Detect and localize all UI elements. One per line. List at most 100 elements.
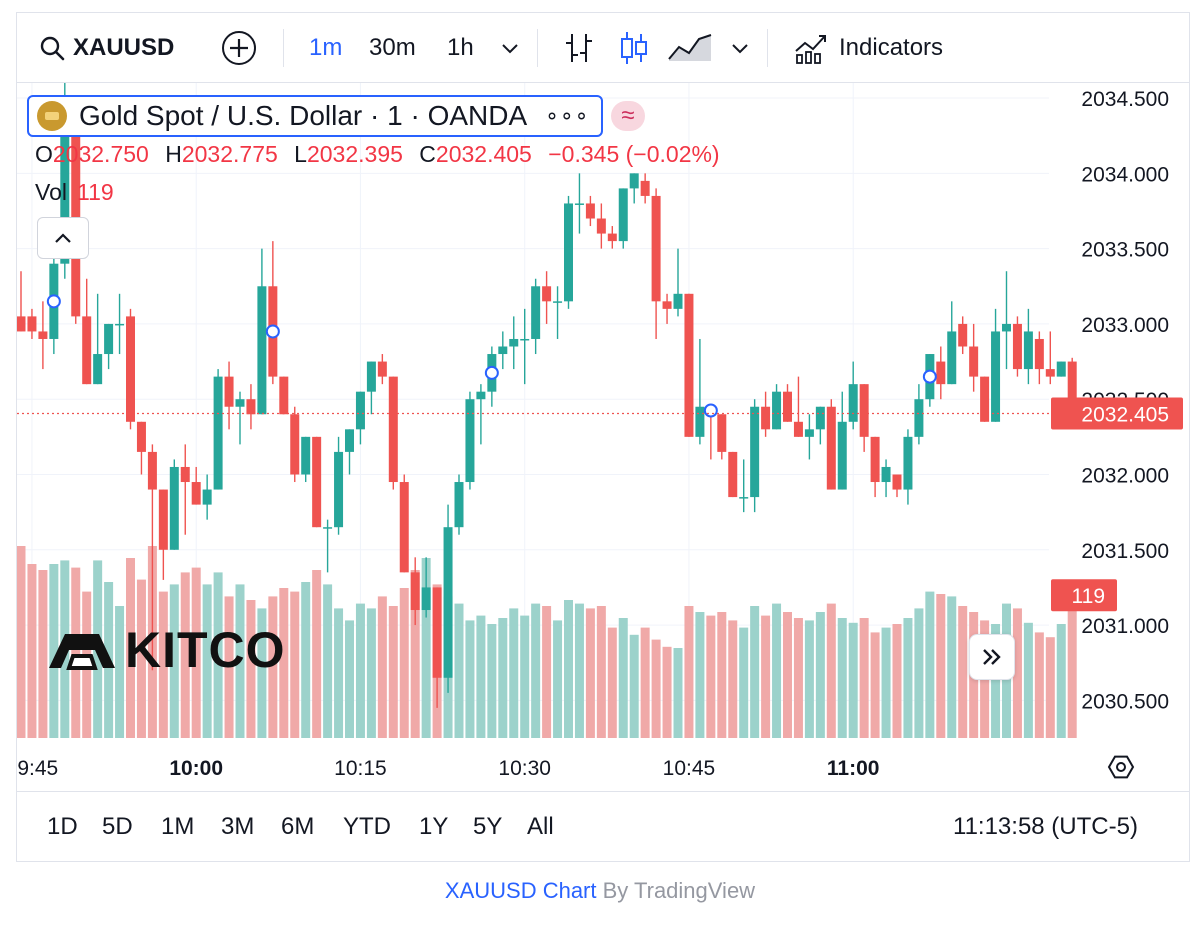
- volume-bar: [224, 596, 234, 738]
- close-value: 2032.405: [435, 141, 532, 167]
- x-tick-label: 11:00: [827, 757, 880, 780]
- event-marker: [46, 294, 61, 309]
- candle-body: [465, 399, 475, 483]
- interval-1m[interactable]: 1m: [309, 34, 343, 61]
- candle-body: [783, 391, 792, 422]
- candle-body: [717, 414, 727, 452]
- candle-body: [574, 203, 584, 205]
- approx-icon[interactable]: ≈: [611, 101, 645, 131]
- clock[interactable]: 11:13:58 (UTC-5): [953, 813, 1138, 840]
- candle-body: [1067, 361, 1077, 414]
- interval-1h[interactable]: 1h: [447, 34, 474, 61]
- volume-bar: [750, 606, 760, 738]
- volume-bar: [607, 627, 617, 738]
- range-6m[interactable]: 6M: [281, 813, 315, 840]
- compare-button[interactable]: [221, 13, 257, 83]
- volume-bar: [27, 564, 37, 738]
- volume-bar: [454, 603, 464, 738]
- volume-bar: [596, 606, 606, 738]
- bar-style-button[interactable]: [563, 13, 595, 83]
- settings-icon[interactable]: [1107, 755, 1135, 779]
- ohlc-bars-icon: [566, 34, 592, 62]
- last-volume-label: 119: [1072, 585, 1105, 608]
- volume-bar: [947, 596, 957, 738]
- last-volume-badge: [1051, 579, 1117, 612]
- volume-bar: [509, 608, 519, 738]
- candle-body: [1045, 369, 1055, 377]
- candle-body: [980, 376, 990, 422]
- candle-body: [432, 587, 442, 678]
- y-tick-label: 2030.500: [1081, 690, 1169, 713]
- price-chart[interactable]: 2034.5002034.0002033.5002033.0002032.500…: [17, 83, 1189, 791]
- chart-style-dropdown[interactable]: [731, 13, 749, 83]
- volume-bar: [202, 584, 212, 738]
- candle-body: [224, 376, 234, 407]
- volume-bar: [279, 588, 289, 738]
- volume-bar: [290, 591, 300, 738]
- indicators-button[interactable]: Indicators: [793, 13, 943, 83]
- candle-body: [334, 451, 344, 528]
- range-1y[interactable]: 1Y: [419, 813, 449, 840]
- candle-body: [969, 346, 979, 377]
- top-toolbar: XAUUSD 1m 30m 1h: [17, 13, 1189, 83]
- candle-body: [607, 233, 617, 242]
- volume-bar: [629, 634, 639, 738]
- volume-bar: [651, 639, 661, 738]
- range-ytd[interactable]: YTD: [343, 813, 391, 840]
- candle-body: [213, 376, 223, 490]
- interval-dropdown[interactable]: [501, 13, 519, 83]
- candle-body: [936, 361, 946, 385]
- symbol-search[interactable]: XAUUSD: [39, 13, 174, 83]
- range-all[interactable]: All: [527, 813, 554, 840]
- close-label: C: [419, 141, 436, 167]
- volume-bar: [804, 620, 814, 738]
- symbol-legend[interactable]: Gold Spot / U.S. Dollar · 1 · OANDA ∘∘∘: [27, 95, 603, 137]
- range-5d[interactable]: 5D: [102, 813, 133, 840]
- more-options-icon[interactable]: ∘∘∘: [545, 103, 590, 128]
- candles-style-button[interactable]: [619, 13, 649, 83]
- volume-bar: [257, 608, 267, 738]
- area-style-button[interactable]: [667, 13, 713, 83]
- collapse-legend-button[interactable]: [37, 217, 89, 259]
- volume-bar: [815, 612, 825, 738]
- scroll-to-realtime-button[interactable]: [969, 634, 1015, 680]
- candle-body: [147, 451, 157, 490]
- volume-bar: [115, 606, 125, 738]
- range-3m[interactable]: 3M: [221, 813, 255, 840]
- y-tick-label: 2032.000: [1081, 464, 1169, 487]
- candle-body: [772, 391, 782, 430]
- volume-bar: [914, 608, 924, 738]
- y-tick-label: 2033.000: [1081, 314, 1169, 337]
- symbol-label: XAUUSD: [73, 34, 175, 61]
- volume-bar: [180, 572, 190, 738]
- chevron-down-icon: [502, 44, 518, 54]
- candle-body: [421, 587, 431, 611]
- candle-body: [553, 301, 563, 303]
- interval-30m[interactable]: 30m: [369, 34, 416, 61]
- volume-bar: [761, 615, 771, 738]
- candle-body: [366, 361, 376, 392]
- volume-bar: [706, 615, 716, 738]
- volume-bar: [235, 584, 245, 738]
- ohlc-values: O2032.750 H2032.775 L2032.395 C2032.405 …: [35, 141, 720, 168]
- candle-body: [301, 436, 311, 475]
- high-value: 2032.775: [181, 141, 278, 167]
- candle-body: [892, 474, 902, 490]
- candle-body: [443, 527, 453, 678]
- volume-bar: [268, 596, 278, 738]
- chevron-down-icon: [732, 44, 748, 54]
- range-1d[interactable]: 1D: [47, 813, 78, 840]
- chart-link[interactable]: XAUUSD Chart: [444, 878, 597, 903]
- volume-bar: [169, 584, 179, 738]
- x-tick-label: 10:15: [334, 757, 387, 780]
- candle-body: [93, 354, 103, 385]
- candle-body: [520, 338, 530, 341]
- attribution-text: By TradingView: [596, 878, 756, 903]
- range-1m[interactable]: 1M: [161, 813, 195, 840]
- volume-bar: [585, 608, 595, 738]
- candle-body: [991, 331, 1001, 422]
- volume-bar: [848, 622, 858, 738]
- volume-bar: [695, 612, 705, 738]
- volume-bar: [717, 612, 727, 738]
- range-5y[interactable]: 5Y: [473, 813, 503, 840]
